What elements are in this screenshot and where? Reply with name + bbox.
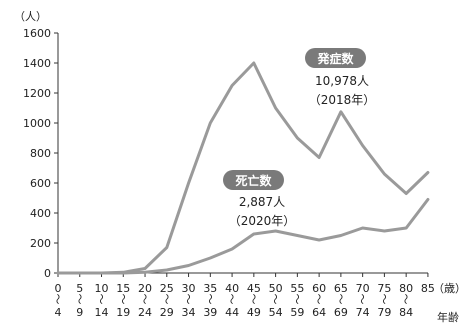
x-tick-label-end: 54 [269, 306, 283, 319]
y-tick-label: 400 [30, 207, 51, 220]
y-axis-unit: （人） [14, 10, 47, 23]
x-tick-label-end: 39 [203, 306, 217, 319]
x-axis-unit: （歳） [433, 282, 463, 295]
y-tick-label: 1600 [23, 27, 51, 40]
x-tick-label-start: 0 [55, 282, 62, 295]
onset-count: 10,978人 [315, 74, 369, 88]
x-tick-label-start: 10 [95, 282, 109, 295]
x-tick-label-start: 15 [116, 282, 130, 295]
x-tick-label-start: 35 [203, 282, 217, 295]
x-tick-label-end: 64 [312, 306, 326, 319]
x-tick-label-start: 85 [421, 282, 435, 295]
x-tick-range-sep: 〜 [51, 294, 64, 305]
onset-badge-label: 発症数 [316, 51, 354, 66]
x-tick-label-end: 59 [290, 306, 304, 319]
x-tick-label-start: 25 [160, 282, 174, 295]
x-tick-label-start: 40 [225, 282, 239, 295]
x-tick-label-start: 80 [399, 282, 413, 295]
x-tick-range-sep: 〜 [73, 294, 86, 305]
x-tick-range-sep: 〜 [247, 294, 260, 305]
x-tick-label-start: 45 [247, 282, 261, 295]
x-axis-label: 年齢 [437, 310, 459, 324]
x-tick-label-start: 30 [182, 282, 196, 295]
y-axis-ticks: 0 200 400 600 800 1000 1200 1400 1600 [23, 27, 58, 280]
x-tick-range-sep: 〜 [116, 294, 129, 305]
y-tick-label: 1400 [23, 57, 51, 70]
x-tick-range-sep: 〜 [356, 294, 369, 305]
x-tick-label-end: 79 [377, 306, 391, 319]
x-tick-label-end: 14 [95, 306, 109, 319]
annotation-onset: 発症数 10,978人 （2018年） [305, 48, 375, 107]
x-tick-label-start: 75 [377, 282, 391, 295]
annotation-death: 死亡数 2,887人 （2020年） [223, 170, 295, 228]
x-tick-range-sep: 〜 [95, 294, 108, 305]
x-tick-range-sep: 〜 [182, 294, 195, 305]
death-badge [223, 170, 284, 190]
death-badge-label: 死亡数 [235, 173, 272, 188]
x-tick-label-start: 50 [269, 282, 283, 295]
x-tick-label-end: 24 [138, 306, 152, 319]
x-tick-label-end: 44 [225, 306, 239, 319]
x-tick-label-end: 29 [160, 306, 174, 319]
x-tick-label-start: 20 [138, 282, 152, 295]
x-tick-range-sep: 〜 [160, 294, 173, 305]
x-tick-range-sep: 〜 [334, 294, 347, 305]
x-tick-label-end: 69 [334, 306, 348, 319]
x-tick-label-end: 74 [356, 306, 370, 319]
y-tick-label: 800 [30, 147, 51, 160]
x-tick-range-sep: 〜 [399, 294, 412, 305]
x-tick-range-sep: 〜 [203, 294, 216, 305]
x-tick-label-end: 34 [182, 306, 196, 319]
x-tick-range-sep: 〜 [269, 294, 282, 305]
x-tick-label-end: 9 [76, 306, 83, 319]
y-tick-label: 1000 [23, 117, 51, 130]
x-tick-label-start: 60 [312, 282, 326, 295]
y-tick-label: 600 [30, 177, 51, 190]
x-tick-range-sep: 〜 [290, 294, 303, 305]
onset-badge [305, 48, 366, 68]
x-tick-label-end: 84 [399, 306, 413, 319]
death-count: 2,887人 [239, 195, 285, 209]
x-tick-label-end: 49 [247, 306, 261, 319]
x-tick-range-sep: 〜 [312, 294, 325, 305]
y-tick-label: 200 [30, 237, 51, 250]
x-tick-label-start: 65 [334, 282, 348, 295]
x-tick-label-end: 4 [55, 306, 62, 319]
x-tick-range-sep: 〜 [377, 294, 390, 305]
death-series-line [56, 198, 430, 275]
y-tick-label: 0 [44, 267, 51, 280]
y-tick-label: 1200 [23, 87, 51, 100]
x-axis-ticks: 0〜45〜910〜1415〜1920〜2425〜2930〜3435〜3940〜4… [51, 273, 435, 319]
x-tick-label-start: 70 [356, 282, 370, 295]
death-year: （2020年） [229, 214, 296, 228]
x-tick-label-start: 55 [290, 282, 304, 295]
x-tick-range-sep: 〜 [225, 294, 238, 305]
series-lines [56, 61, 430, 275]
x-tick-label-end: 19 [116, 306, 130, 319]
x-tick-label-start: 5 [76, 282, 83, 295]
onset-year: （2018年） [309, 93, 376, 107]
x-tick-range-sep: 〜 [138, 294, 151, 305]
